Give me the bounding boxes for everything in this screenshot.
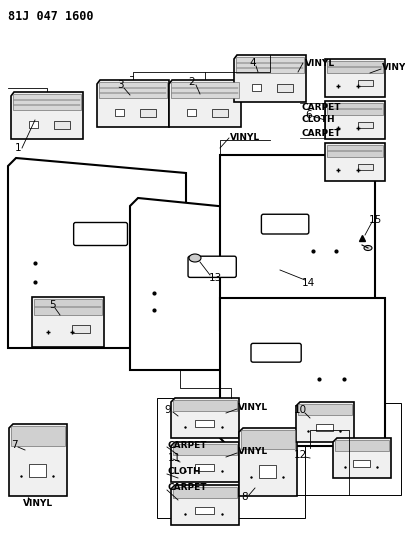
- Polygon shape: [325, 101, 385, 139]
- FancyBboxPatch shape: [261, 214, 309, 234]
- Text: 15: 15: [369, 215, 382, 225]
- Polygon shape: [11, 92, 83, 139]
- Text: 14: 14: [301, 278, 315, 288]
- Text: 4: 4: [250, 58, 256, 68]
- FancyBboxPatch shape: [74, 222, 128, 246]
- Bar: [298, 404, 352, 415]
- Bar: [171, 82, 239, 98]
- Bar: [173, 487, 237, 498]
- Polygon shape: [333, 438, 391, 478]
- Bar: [327, 103, 383, 115]
- Polygon shape: [8, 158, 186, 348]
- Text: 12: 12: [293, 450, 307, 460]
- Ellipse shape: [364, 246, 372, 251]
- Bar: [195, 420, 214, 427]
- Bar: [277, 84, 293, 92]
- Text: CARPET: CARPET: [168, 483, 207, 492]
- Text: 10: 10: [294, 405, 307, 415]
- Text: VINYL: VINYL: [238, 403, 268, 413]
- Text: CARPET: CARPET: [302, 103, 341, 112]
- Text: 11: 11: [168, 453, 181, 463]
- Text: 7: 7: [11, 440, 17, 450]
- Polygon shape: [325, 143, 385, 181]
- Bar: [195, 507, 214, 514]
- Bar: [140, 109, 156, 117]
- Bar: [173, 444, 237, 455]
- Bar: [34, 299, 102, 315]
- Text: VINYL: VINYL: [382, 62, 405, 71]
- Text: 13: 13: [209, 273, 222, 283]
- Text: 9: 9: [165, 405, 171, 415]
- Polygon shape: [220, 298, 385, 446]
- Polygon shape: [171, 442, 239, 482]
- Text: 5: 5: [49, 300, 55, 310]
- Ellipse shape: [189, 254, 201, 262]
- Bar: [13, 93, 81, 110]
- Bar: [11, 426, 65, 446]
- Bar: [358, 122, 373, 128]
- Polygon shape: [220, 155, 375, 330]
- Bar: [72, 325, 90, 333]
- Bar: [327, 61, 383, 73]
- Bar: [115, 109, 124, 116]
- Text: 6: 6: [305, 110, 311, 120]
- Polygon shape: [169, 79, 241, 126]
- Polygon shape: [234, 54, 306, 101]
- Polygon shape: [296, 402, 354, 442]
- Bar: [236, 56, 304, 73]
- FancyBboxPatch shape: [188, 256, 236, 277]
- Bar: [29, 120, 38, 128]
- Polygon shape: [171, 485, 239, 525]
- Bar: [173, 400, 237, 411]
- Bar: [99, 82, 167, 98]
- Bar: [358, 164, 373, 170]
- Text: 2: 2: [189, 77, 195, 87]
- Bar: [54, 120, 70, 129]
- Text: VINYL: VINYL: [238, 448, 268, 456]
- Text: CARPET: CARPET: [302, 128, 341, 138]
- Polygon shape: [239, 428, 297, 496]
- Text: 3: 3: [117, 80, 123, 90]
- Polygon shape: [171, 398, 239, 438]
- Bar: [252, 84, 261, 91]
- Bar: [358, 80, 373, 86]
- Bar: [29, 464, 45, 477]
- Bar: [187, 109, 196, 116]
- Text: 8: 8: [242, 492, 248, 502]
- Bar: [353, 460, 369, 467]
- FancyBboxPatch shape: [251, 343, 301, 362]
- Text: VINYL: VINYL: [230, 133, 260, 141]
- Bar: [316, 424, 333, 431]
- Bar: [296, 403, 401, 495]
- Polygon shape: [32, 297, 104, 347]
- Bar: [157, 398, 305, 518]
- Polygon shape: [97, 79, 169, 126]
- Bar: [327, 145, 383, 157]
- Bar: [335, 440, 389, 451]
- Bar: [195, 464, 214, 471]
- Polygon shape: [9, 424, 67, 496]
- Polygon shape: [325, 59, 385, 97]
- Text: CLOTH: CLOTH: [168, 467, 202, 477]
- Text: CLOTH: CLOTH: [302, 116, 336, 125]
- Bar: [212, 109, 228, 117]
- Polygon shape: [130, 198, 288, 370]
- Bar: [241, 430, 295, 449]
- Text: VINYL: VINYL: [23, 498, 53, 507]
- Text: 81J 047 1600: 81J 047 1600: [8, 10, 94, 23]
- Text: 1: 1: [15, 143, 21, 153]
- Text: VINYL: VINYL: [305, 59, 335, 68]
- Bar: [259, 465, 275, 478]
- Text: CARPET: CARPET: [168, 440, 207, 449]
